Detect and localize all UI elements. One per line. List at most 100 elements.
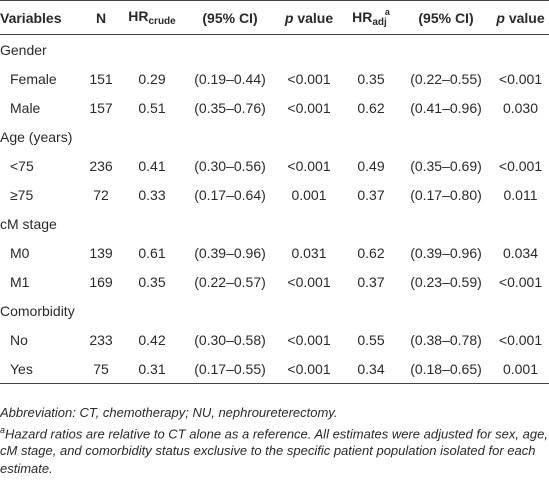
- header-text: N: [95, 9, 107, 26]
- header-text: value: [297, 9, 334, 26]
- data-row: Male 157 0.51 (0.35–0.76) <0.001 0.62 (0.41–0.…: [0, 93, 549, 122]
- cell: 0.35: [357, 70, 385, 87]
- header-sup: a: [384, 7, 390, 17]
- row-label: No: [10, 331, 28, 348]
- cell: (0.39–0.96): [194, 244, 266, 261]
- header-cell: HRcrude: [120, 1, 184, 35]
- cell: <0.001: [287, 157, 331, 174]
- header-text: value: [508, 9, 545, 26]
- cell: 0.001: [502, 360, 539, 377]
- cell: 0.001: [291, 186, 327, 203]
- header-cell: (95% CI): [184, 1, 276, 35]
- cell: 169: [89, 273, 113, 290]
- row-label: <75: [10, 157, 34, 174]
- cell: 0.49: [357, 157, 385, 174]
- cell: (0.23–0.59): [410, 273, 482, 290]
- cell: 0.34: [357, 360, 385, 377]
- group-label: Comorbidity: [0, 302, 75, 319]
- header-italic: p: [496, 9, 505, 26]
- row-label: Male: [10, 99, 41, 116]
- footnote-text: Hazard ratios are relative to CT alone a…: [0, 425, 548, 476]
- cell: <0.001: [287, 70, 331, 87]
- cell: (0.30–0.58): [194, 331, 266, 348]
- group-label: cM stage: [0, 215, 57, 232]
- cell: (0.41–0.96): [410, 99, 482, 116]
- header-text: HR: [128, 8, 149, 24]
- cell: <0.001: [498, 273, 543, 290]
- header-sub: crude: [148, 16, 176, 27]
- cell: <0.001: [498, 331, 543, 348]
- cell: (0.39–0.96): [410, 244, 482, 261]
- cell: 151: [89, 70, 113, 87]
- row-label: M0: [10, 244, 30, 261]
- footnote: Abbreviation: CT, chemotherapy; NU, neph…: [0, 404, 549, 422]
- cell: (0.35–0.69): [410, 157, 482, 174]
- cell: 0.62: [357, 99, 385, 116]
- header-cell: N: [82, 1, 120, 35]
- data-row: ≥75 72 0.33 (0.17–0.64) 0.001 0.37 (0.17–0.80)…: [0, 180, 549, 209]
- cell: 72: [93, 186, 109, 203]
- cell: <0.001: [498, 70, 543, 87]
- header-cell: (95% CI): [400, 1, 492, 35]
- header-text: Variables: [0, 9, 62, 26]
- cell: 0.62: [357, 244, 385, 261]
- data-row: No 233 0.42 (0.30–0.58) <0.001 0.55 (0.38–0.78…: [0, 325, 549, 354]
- header-row: Variables N HRcrude (95% CI) p value HRadja (9…: [0, 0, 549, 35]
- row-label: Female: [10, 70, 57, 87]
- cell: 0.29: [138, 70, 166, 87]
- header-cell: Variables: [0, 1, 82, 35]
- cell: (0.17–0.55): [194, 360, 266, 377]
- cell: 0.42: [138, 331, 166, 348]
- cell: 0.35: [138, 273, 166, 290]
- cell: 0.034: [502, 244, 539, 261]
- cell: (0.38–0.78): [410, 331, 482, 348]
- cell: 0.41: [138, 157, 166, 174]
- cell: 0.33: [138, 186, 166, 203]
- cell: 0.51: [138, 99, 166, 116]
- header-cell: HRadja: [342, 1, 400, 35]
- header-text: HR: [352, 9, 373, 25]
- data-row: M1 169 0.35 (0.22–0.57) <0.001 0.37 (0.23–0.59…: [0, 267, 549, 296]
- results-table: Variables N HRcrude (95% CI) p value HRadja (9…: [0, 0, 549, 384]
- cell: 233: [89, 331, 113, 348]
- cell: (0.22–0.57): [194, 273, 266, 290]
- data-row: Yes 75 0.31 (0.17–0.55) <0.001 0.34 (0.18–0.65…: [0, 354, 549, 384]
- footnote-text: Abbreviation: CT, chemotherapy; NU, neph…: [0, 405, 338, 420]
- footnote-mark: a: [0, 424, 6, 435]
- cell: 0.011: [503, 186, 538, 203]
- cell: 236: [89, 157, 113, 174]
- cell: <0.001: [287, 331, 331, 348]
- header-cell: p value: [492, 1, 549, 35]
- cell: 0.37: [357, 273, 385, 290]
- cell: 0.37: [357, 186, 385, 203]
- cell: 0.031: [291, 244, 327, 261]
- group-row: Gender: [0, 35, 549, 65]
- cell: 0.61: [138, 244, 166, 261]
- header-text: (95% CI): [202, 9, 258, 26]
- cell: 75: [93, 360, 109, 377]
- cell: (0.17–0.64): [194, 186, 266, 203]
- row-label: M1: [10, 273, 30, 290]
- cell: (0.18–0.65): [410, 360, 482, 377]
- cell: <0.001: [287, 99, 331, 116]
- footnotes: Abbreviation: CT, chemotherapy; NU, neph…: [0, 404, 549, 477]
- group-label: Gender: [0, 41, 47, 58]
- cell: <0.001: [287, 360, 331, 377]
- cell: 0.030: [502, 99, 539, 116]
- cell: (0.19–0.44): [194, 70, 266, 87]
- cell: (0.30–0.56): [194, 157, 266, 174]
- cell: <0.001: [287, 273, 331, 290]
- cell: 157: [89, 99, 113, 116]
- cell: (0.17–0.80): [410, 186, 482, 203]
- cell: 0.31: [138, 360, 166, 377]
- data-row: <75 236 0.41 (0.30–0.56) <0.001 0.49 (0.35–0.6…: [0, 151, 549, 180]
- group-row: Comorbidity: [0, 296, 549, 325]
- row-label: ≥75: [10, 186, 34, 203]
- cell: (0.35–0.76): [194, 99, 266, 116]
- data-row: M0 139 0.61 (0.39–0.96) 0.031 0.62 (0.39–0.96)…: [0, 238, 549, 267]
- header-italic: p: [284, 9, 294, 26]
- cell: 139: [89, 244, 113, 261]
- header-cell: p value: [276, 1, 342, 35]
- cell: <0.001: [498, 157, 543, 174]
